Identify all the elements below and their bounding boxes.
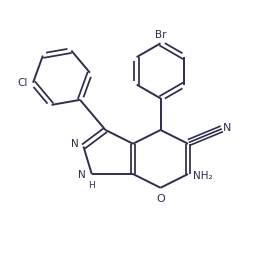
Text: N: N <box>78 170 86 180</box>
Text: N: N <box>71 139 78 149</box>
Text: N: N <box>223 123 232 133</box>
Text: O: O <box>156 194 165 204</box>
Text: Br: Br <box>155 30 166 40</box>
Text: NH₂: NH₂ <box>193 171 213 181</box>
Text: Cl: Cl <box>18 78 28 88</box>
Text: H: H <box>88 181 94 190</box>
